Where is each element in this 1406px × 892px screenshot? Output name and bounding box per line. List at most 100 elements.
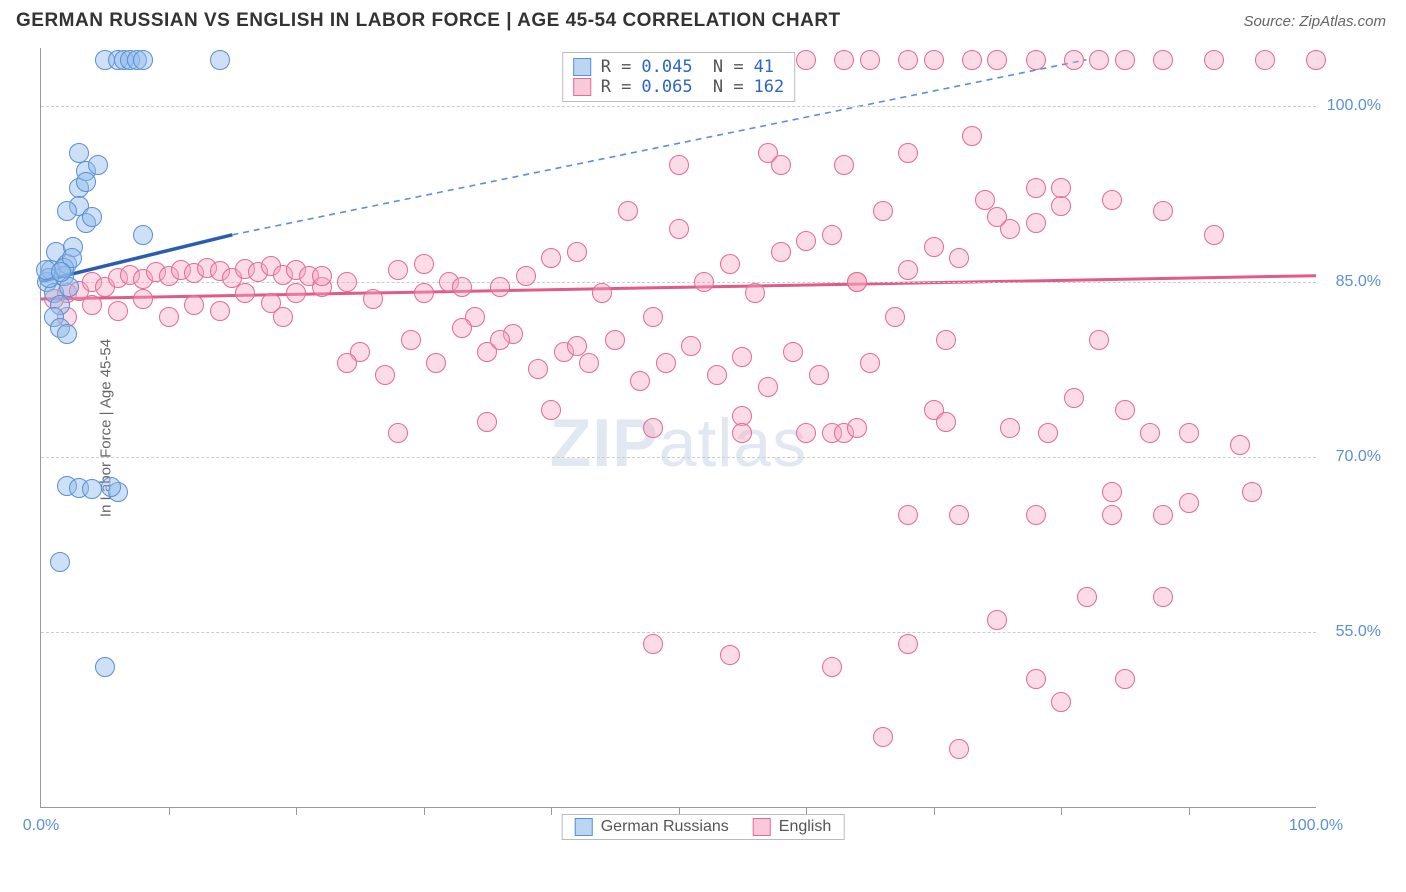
data-point-english — [452, 277, 472, 297]
chart-title: GERMAN RUSSIAN VS ENGLISH IN LABOR FORCE… — [16, 10, 841, 32]
data-point-english — [1140, 423, 1160, 443]
data-point-english — [567, 242, 587, 262]
data-point-german-russian — [210, 50, 230, 70]
data-point-english — [694, 272, 714, 292]
data-point-english — [758, 377, 778, 397]
data-point-english — [783, 342, 803, 362]
data-point-english — [388, 260, 408, 280]
data-point-english — [1153, 201, 1173, 221]
data-point-english — [732, 423, 752, 443]
data-point-english — [618, 201, 638, 221]
xtick — [1061, 807, 1062, 815]
data-point-english — [210, 301, 230, 321]
data-point-english — [1026, 213, 1046, 233]
data-point-english — [771, 242, 791, 262]
data-point-english — [1115, 400, 1135, 420]
watermark: ZIPatlas — [550, 404, 807, 482]
data-point-english — [834, 155, 854, 175]
data-point-german-russian — [50, 552, 70, 572]
data-point-english — [936, 412, 956, 432]
data-point-english — [847, 272, 867, 292]
ytick-label: 70.0% — [1336, 448, 1381, 466]
data-point-english — [630, 371, 650, 391]
data-point-english — [592, 283, 612, 303]
data-point-english — [656, 353, 676, 373]
xtick — [296, 807, 297, 815]
data-point-english — [1102, 482, 1122, 502]
data-point-english — [541, 400, 561, 420]
chart-source: Source: ZipAtlas.com — [1243, 13, 1386, 30]
data-point-english — [1179, 493, 1199, 513]
data-point-german-russian — [57, 201, 77, 221]
data-point-english — [1038, 423, 1058, 443]
data-point-english — [375, 365, 395, 385]
data-point-german-russian — [95, 657, 115, 677]
data-point-english — [1230, 435, 1250, 455]
data-point-english — [1064, 50, 1084, 70]
data-point-english — [1051, 196, 1071, 216]
data-point-english — [337, 353, 357, 373]
data-point-english — [669, 219, 689, 239]
data-point-german-russian — [133, 225, 153, 245]
data-point-english — [235, 283, 255, 303]
data-point-english — [987, 50, 1007, 70]
data-point-english — [1153, 587, 1173, 607]
data-point-english — [1077, 587, 1097, 607]
data-point-english — [133, 289, 153, 309]
data-point-german-russian — [133, 50, 153, 70]
data-point-english — [771, 155, 791, 175]
data-point-english — [388, 423, 408, 443]
data-point-german-russian — [101, 477, 121, 497]
data-point-english — [579, 353, 599, 373]
data-point-english — [1089, 50, 1109, 70]
legend-marker-blue — [573, 58, 591, 76]
data-point-english — [312, 266, 332, 286]
xtick — [551, 807, 552, 815]
data-point-english — [898, 634, 918, 654]
data-point-english — [1026, 178, 1046, 198]
data-point-english — [745, 283, 765, 303]
data-point-english — [1242, 482, 1262, 502]
data-point-english — [414, 283, 434, 303]
data-point-english — [873, 201, 893, 221]
data-point-english — [490, 277, 510, 297]
data-point-german-russian — [76, 172, 96, 192]
data-point-english — [159, 307, 179, 327]
data-point-english — [414, 254, 434, 274]
legend-correlation: R = 0.045 N = 41 R = 0.065 N = 162 — [562, 52, 796, 102]
data-point-english — [949, 739, 969, 759]
data-point-english — [452, 318, 472, 338]
data-point-english — [1026, 505, 1046, 525]
data-point-german-russian — [51, 262, 71, 282]
ytick-label: 100.0% — [1327, 97, 1381, 115]
data-point-english — [720, 645, 740, 665]
data-point-english — [796, 423, 816, 443]
data-point-english — [1102, 190, 1122, 210]
plot-area: In Labor Force | Age 45-54 ZIPatlas R = … — [40, 48, 1316, 808]
xtick-label: 0.0% — [23, 817, 59, 835]
data-point-english — [401, 330, 421, 350]
data-point-english — [643, 634, 663, 654]
data-point-english — [567, 336, 587, 356]
xtick — [1189, 807, 1190, 815]
data-point-english — [949, 505, 969, 525]
legend-series: German Russians English — [562, 814, 845, 840]
legend-marker-blue — [575, 818, 593, 836]
data-point-english — [975, 190, 995, 210]
data-point-english — [363, 289, 383, 309]
data-point-english — [1306, 50, 1326, 70]
data-point-english — [924, 50, 944, 70]
data-point-english — [898, 143, 918, 163]
ytick-label: 55.0% — [1336, 623, 1381, 641]
data-point-english — [732, 347, 752, 367]
data-point-english — [1026, 669, 1046, 689]
data-point-english — [987, 207, 1007, 227]
data-point-german-russian — [82, 207, 102, 227]
data-point-english — [860, 50, 880, 70]
data-point-english — [898, 260, 918, 280]
data-point-english — [273, 307, 293, 327]
data-point-english — [490, 330, 510, 350]
xtick-label: 100.0% — [1289, 817, 1343, 835]
data-point-english — [669, 155, 689, 175]
data-point-english — [108, 301, 128, 321]
